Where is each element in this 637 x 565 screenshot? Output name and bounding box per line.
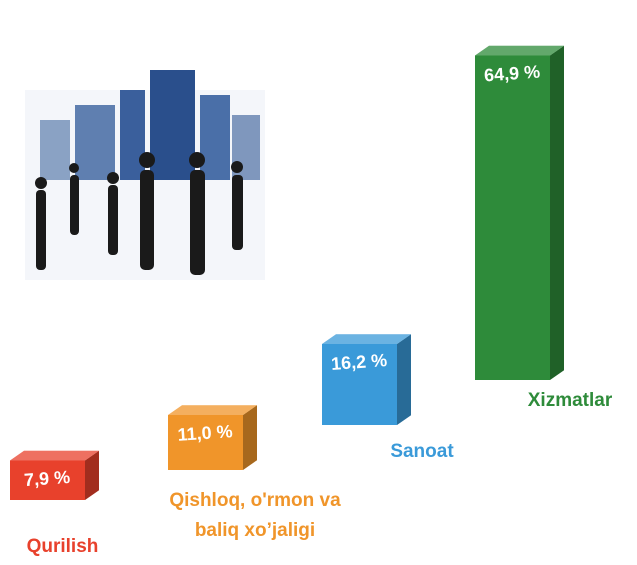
value-label: 64,9 %	[483, 62, 540, 86]
category-label: Sanoat	[362, 437, 482, 467]
bar-side-shade	[243, 405, 257, 470]
chart: 7,9 % 11,0 % 16,2 % 64,9 % Qurilish Qishloq,…	[0, 0, 637, 565]
bar-side-shade	[550, 46, 564, 380]
value-label: 16,2 %	[330, 350, 387, 374]
building	[200, 95, 230, 180]
bar-top-shade	[168, 405, 257, 415]
building	[150, 70, 195, 180]
illustration	[25, 70, 265, 280]
bar-top-shade	[10, 451, 99, 461]
building	[40, 120, 70, 180]
value-label: 7,9 %	[23, 467, 70, 490]
building	[75, 105, 115, 180]
bar-top-shade	[322, 334, 411, 344]
value-label: 11,0 %	[177, 421, 233, 445]
bar-side-shade	[397, 334, 411, 425]
building	[120, 90, 145, 180]
chart-svg: 7,9 % 11,0 % 16,2 % 64,9 %	[0, 0, 637, 565]
category-label: Xizmatlar	[505, 386, 635, 416]
bar	[475, 56, 550, 381]
category-label: Qurilish	[0, 532, 125, 562]
category-label: Qishloq, o'rmon va baliq xo’jaligi	[145, 486, 365, 546]
bar-top-shade	[475, 46, 564, 56]
